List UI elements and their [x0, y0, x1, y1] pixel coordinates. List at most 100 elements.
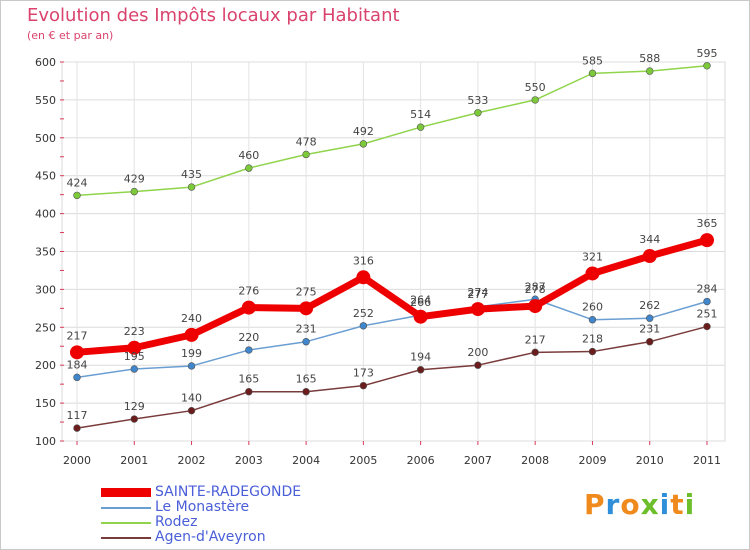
data-point-sainte-radegonde [528, 299, 543, 314]
y-tick-label: 150 [35, 397, 56, 410]
data-label-sainte-radegonde: 278 [525, 283, 546, 296]
data-point-agen-d-aveyron [646, 338, 654, 346]
data-point-le-monast-re [588, 316, 597, 324]
data-point-rodez [588, 69, 597, 78]
data-label-le-monast-re: 260 [582, 301, 603, 314]
logo-letter: P [584, 488, 606, 521]
data-point-le-monast-re [302, 338, 310, 346]
data-label-le-monast-re: 284 [697, 283, 718, 296]
x-tick-label: 2008 [521, 454, 549, 467]
legend-swatch [101, 522, 151, 524]
data-point-sainte-radegonde [700, 233, 714, 248]
data-point-le-monast-re [130, 365, 138, 373]
data-label-rodez: 550 [525, 81, 546, 94]
data-point-agen-d-aveyron [588, 347, 597, 356]
data-point-rodez [73, 191, 81, 200]
data-label-rodez: 585 [582, 54, 603, 67]
data-label-le-monast-re: 266 [410, 296, 431, 309]
data-label-le-monast-re: 287 [525, 280, 546, 293]
data-label-rodez: 533 [467, 94, 488, 107]
x-tick-label: 2002 [178, 454, 206, 467]
x-tick-label: 2003 [235, 454, 263, 467]
data-label-sainte-radegonde: 240 [181, 312, 202, 325]
data-point-le-monast-re [359, 322, 368, 330]
data-point-sainte-radegonde [585, 266, 600, 281]
x-tick-label: 2010 [636, 454, 664, 467]
logo-letter: x [640, 488, 660, 521]
data-point-le-monast-re [703, 297, 711, 306]
x-tick-label: 2006 [407, 454, 435, 467]
x-tick-label: 2007 [464, 454, 492, 467]
data-label-rodez: 595 [697, 47, 718, 60]
logo-letter: i [659, 488, 671, 521]
data-point-sainte-radegonde [184, 327, 199, 342]
data-point-agen-d-aveyron [531, 348, 539, 357]
data-label-le-monast-re: 220 [238, 331, 259, 344]
data-label-sainte-radegonde: 217 [67, 329, 88, 342]
data-label-rodez: 514 [410, 108, 431, 121]
data-point-rodez [416, 123, 425, 131]
data-label-agen-d-aveyron: 251 [697, 308, 718, 321]
y-tick-label: 200 [35, 359, 56, 372]
data-label-sainte-radegonde: 274 [467, 286, 488, 299]
data-label-agen-d-aveyron: 129 [124, 400, 145, 413]
data-point-sainte-radegonde [70, 345, 84, 360]
data-point-agen-d-aveyron [416, 366, 425, 374]
y-tick-label: 250 [35, 321, 56, 334]
data-point-agen-d-aveyron [359, 381, 368, 390]
data-label-sainte-radegonde: 275 [296, 285, 317, 298]
logo-letter: r [605, 488, 621, 521]
series-line-agen-d-aveyron [76, 325, 708, 429]
data-label-agen-d-aveyron: 165 [238, 373, 259, 386]
data-label-le-monast-re: 231 [296, 323, 317, 336]
data-point-le-monast-re [245, 346, 253, 354]
data-point-agen-d-aveyron [130, 415, 138, 423]
legend-label: Agen-d'Aveyron [155, 529, 266, 545]
logo-letter: t [670, 488, 685, 521]
data-point-rodez [130, 187, 138, 196]
y-tick-label: 350 [35, 246, 56, 259]
data-label-agen-d-aveyron: 173 [353, 367, 374, 380]
series-line-le-monast-re [76, 298, 708, 379]
data-point-sainte-radegonde [356, 270, 371, 285]
data-label-le-monast-re: 199 [181, 347, 202, 360]
data-label-rodez: 429 [124, 173, 145, 186]
chart-subtitle: (en € et par an) [27, 29, 114, 42]
data-point-agen-d-aveyron [703, 322, 711, 331]
y-tick-label: 600 [35, 56, 56, 69]
data-point-le-monast-re [73, 373, 81, 382]
data-label-sainte-radegonde: 264 [410, 294, 431, 307]
x-tick-label: 2000 [63, 454, 91, 467]
data-point-rodez [474, 109, 482, 117]
data-label-agen-d-aveyron: 231 [639, 323, 660, 336]
logo-letter: o [620, 488, 641, 521]
proxiti-logo: Proxiti [584, 488, 695, 521]
data-label-agen-d-aveyron: 200 [467, 346, 488, 359]
data-label-sainte-radegonde: 344 [639, 233, 660, 246]
data-label-le-monast-re: 195 [124, 350, 145, 363]
data-label-agen-d-aveyron: 194 [410, 351, 431, 364]
data-point-rodez [531, 96, 539, 104]
data-label-agen-d-aveyron: 117 [67, 409, 88, 422]
data-point-rodez [703, 62, 711, 70]
data-point-le-monast-re [646, 314, 654, 322]
x-tick-label: 2005 [349, 454, 377, 467]
chart-title: Evolution des Impôts locaux par Habitant [27, 5, 400, 26]
data-point-agen-d-aveyron [245, 388, 253, 396]
data-label-sainte-radegonde: 276 [238, 285, 259, 298]
data-label-rodez: 478 [296, 135, 317, 148]
data-point-rodez [245, 164, 253, 172]
data-label-le-monast-re: 277 [467, 288, 488, 301]
x-tick-label: 2001 [120, 454, 148, 467]
data-label-rodez: 424 [67, 176, 88, 189]
x-tick-label: 2004 [292, 454, 320, 467]
data-point-agen-d-aveyron [187, 406, 196, 415]
data-point-le-monast-re [187, 362, 196, 370]
legend-label: Rodez [155, 514, 198, 530]
data-label-rodez: 460 [238, 149, 259, 162]
x-tick-label: 2009 [578, 454, 606, 467]
data-point-sainte-radegonde [241, 300, 256, 315]
data-point-sainte-radegonde [470, 302, 485, 317]
data-label-sainte-radegonde: 316 [353, 254, 374, 267]
data-label-sainte-radegonde: 365 [697, 217, 718, 230]
